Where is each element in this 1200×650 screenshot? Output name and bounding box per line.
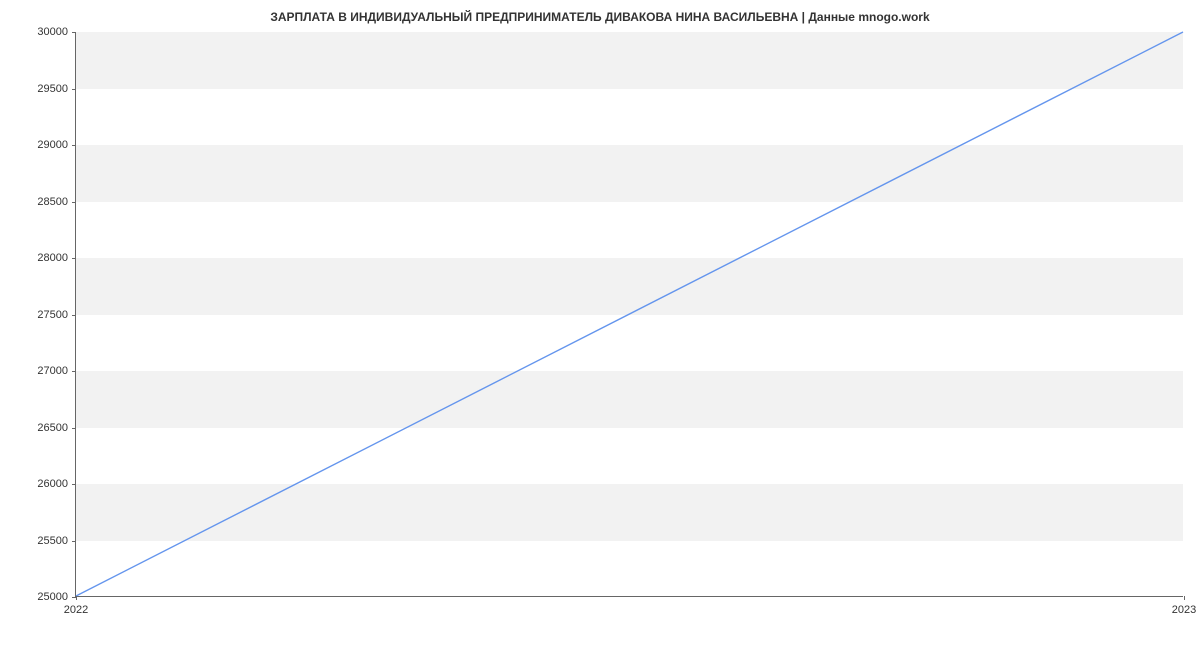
y-tick-mark xyxy=(72,145,76,146)
y-tick-label: 27500 xyxy=(37,309,68,321)
line-series xyxy=(76,32,1183,596)
y-tick-label: 30000 xyxy=(37,26,68,38)
y-tick-label: 28500 xyxy=(37,196,68,208)
y-tick-mark xyxy=(72,541,76,542)
y-tick-label: 29000 xyxy=(37,139,68,151)
y-tick-mark xyxy=(72,484,76,485)
x-tick-mark xyxy=(1184,596,1185,600)
y-tick-mark xyxy=(72,89,76,90)
y-tick-mark xyxy=(72,315,76,316)
x-tick-mark xyxy=(76,596,77,600)
y-tick-label: 25500 xyxy=(37,535,68,547)
chart-title: ЗАРПЛАТА В ИНДИВИДУАЛЬНЫЙ ПРЕДПРИНИМАТЕЛ… xyxy=(0,0,1200,30)
y-tick-mark xyxy=(72,32,76,33)
y-tick-label: 27000 xyxy=(37,365,68,377)
chart-container: 2500025500260002650027000275002800028500… xyxy=(75,32,1183,597)
y-tick-mark xyxy=(72,258,76,259)
x-tick-label: 2022 xyxy=(64,604,88,616)
y-tick-mark xyxy=(72,371,76,372)
y-tick-mark xyxy=(72,202,76,203)
y-tick-mark xyxy=(72,428,76,429)
y-tick-label: 29500 xyxy=(37,83,68,95)
y-tick-label: 26500 xyxy=(37,422,68,434)
x-tick-label: 2023 xyxy=(1172,604,1196,616)
series-line xyxy=(76,32,1183,596)
y-tick-label: 26000 xyxy=(37,478,68,490)
plot-area: 2500025500260002650027000275002800028500… xyxy=(75,32,1183,597)
y-tick-label: 25000 xyxy=(37,591,68,603)
y-tick-label: 28000 xyxy=(37,252,68,264)
